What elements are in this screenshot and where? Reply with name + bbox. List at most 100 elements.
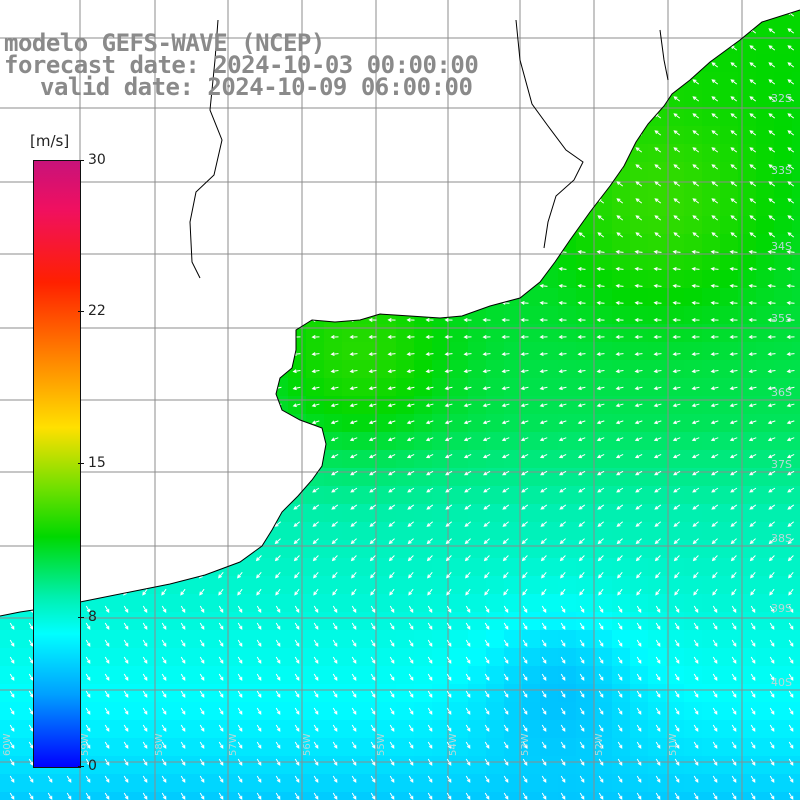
- wind-speed-cell: [720, 288, 739, 307]
- wind-arrow: [730, 11, 738, 17]
- colorbar-tick-label: 8: [88, 609, 97, 625]
- wind-speed-cell: [360, 738, 379, 757]
- wind-arrow: [389, 605, 395, 613]
- wind-speed-cell: [576, 90, 595, 109]
- wind-arrow: [142, 605, 148, 613]
- wind-arrow: [729, 437, 738, 442]
- wind-arrow: [578, 130, 586, 136]
- wind-speed-cell: [180, 432, 199, 451]
- wind-speed-cell: [594, 630, 613, 649]
- wind-speed-cell: [540, 72, 559, 91]
- wind-arrow: [444, 403, 453, 408]
- wind-arrow: [655, 792, 661, 800]
- wind-speed-cell: [720, 702, 739, 721]
- wind-speed-cell: [306, 144, 325, 163]
- wind-arrow: [674, 724, 680, 732]
- wind-arrow: [216, 420, 225, 425]
- wind-arrow: [388, 538, 395, 545]
- wind-arrow: [483, 555, 490, 562]
- wind-arrow: [179, 215, 187, 221]
- wind-arrow: [198, 232, 206, 238]
- wind-arrow: [216, 352, 225, 357]
- wind-arrow: [179, 164, 187, 170]
- wind-arrow: [635, 79, 643, 85]
- wind-arrow: [83, 420, 92, 425]
- wind-speed-cell: [180, 396, 199, 415]
- wind-speed-cell: [648, 486, 667, 505]
- wind-arrow: [8, 164, 16, 170]
- wind-speed-cell: [144, 468, 163, 487]
- wind-arrow: [85, 605, 91, 613]
- wind-speed-cell: [270, 576, 289, 595]
- wind-arrow: [597, 11, 605, 17]
- wind-arrow: [331, 215, 339, 221]
- wind-speed-cell: [684, 90, 703, 109]
- wind-speed-cell: [432, 414, 451, 433]
- wind-arrow: [275, 572, 281, 579]
- wind-speed-cell: [756, 324, 775, 343]
- wind-arrow: [406, 386, 415, 391]
- wind-arrow: [83, 403, 92, 408]
- wind-speed-cell: [216, 738, 235, 757]
- wind-speed-cell: [612, 648, 631, 667]
- wind-arrow: [521, 45, 529, 51]
- wind-arrow: [255, 504, 263, 510]
- wind-arrow: [198, 555, 205, 562]
- wind-arrow: [387, 335, 396, 340]
- wind-speed-cell: [180, 522, 199, 541]
- wind-arrow: [579, 673, 585, 681]
- wind-speed-cell: [198, 270, 217, 289]
- wind-arrow: [578, 113, 586, 119]
- wind-speed-cell: [360, 486, 379, 505]
- wind-speed-cell: [720, 378, 739, 397]
- wind-arrow: [9, 673, 15, 681]
- wind-speed-cell: [504, 558, 523, 577]
- wind-speed-cell: [108, 504, 127, 523]
- wind-speed-cell: [234, 720, 253, 739]
- wind-arrow: [407, 504, 415, 510]
- wind-arrow: [350, 555, 357, 562]
- wind-speed-cell: [612, 612, 631, 631]
- wind-arrow: [237, 707, 243, 715]
- wind-speed-cell: [522, 702, 541, 721]
- wind-arrow: [83, 266, 92, 271]
- wind-arrow: [767, 283, 776, 288]
- wind-speed-cell: [360, 720, 379, 739]
- wind-arrow: [313, 707, 319, 715]
- wind-arrow: [313, 775, 319, 783]
- wind-speed-cell: [198, 702, 217, 721]
- wind-speed-cell: [792, 540, 800, 559]
- wind-speed-cell: [216, 468, 235, 487]
- wind-arrow: [236, 504, 244, 510]
- wind-arrow: [558, 266, 567, 271]
- wind-arrow: [578, 538, 585, 545]
- wind-arrow: [445, 521, 453, 527]
- wind-arrow: [539, 386, 548, 391]
- wind-arrow: [501, 437, 510, 442]
- wind-speed-cell: [774, 432, 793, 451]
- wind-arrow: [636, 639, 642, 647]
- wind-arrow: [788, 572, 794, 579]
- wind-speed-cell: [198, 630, 217, 649]
- wind-arrow: [180, 724, 186, 732]
- wind-speed-cell: [666, 270, 685, 289]
- wind-arrow: [273, 437, 282, 442]
- wind-speed-cell: [378, 432, 397, 451]
- wind-arrow: [312, 147, 320, 153]
- wind-arrow: [560, 792, 566, 800]
- wind-speed-cell: [396, 18, 415, 37]
- wind-arrow: [463, 403, 472, 408]
- wind-arrow: [85, 572, 91, 579]
- wind-arrow: [578, 147, 586, 153]
- wind-arrow: [407, 164, 415, 170]
- wind-arrow: [521, 113, 529, 119]
- wind-speed-cell: [576, 144, 595, 163]
- wind-speed-cell: [180, 630, 199, 649]
- wind-arrow: [767, 352, 776, 357]
- wind-speed-cell: [162, 252, 181, 271]
- wind-arrow: [444, 300, 453, 305]
- wind-speed-cell: [468, 486, 487, 505]
- wind-arrow: [332, 792, 338, 800]
- wind-arrow: [312, 232, 320, 238]
- wind-speed-cell: [144, 180, 163, 199]
